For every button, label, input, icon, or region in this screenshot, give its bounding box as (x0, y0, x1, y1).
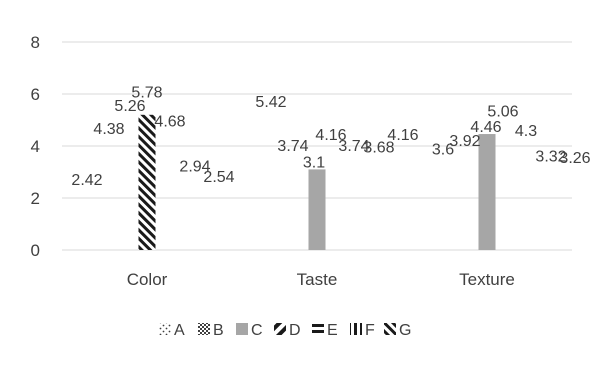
y-axis-ticks: 0 2 4 6 8 (31, 33, 40, 260)
data-label-g: 4.16 (387, 127, 418, 144)
legend-label-e: E (327, 322, 338, 339)
legend-swatch-c (236, 323, 248, 335)
data-label-f: 2.94 (179, 159, 210, 176)
legend-swatch-b (198, 323, 210, 335)
legend-label-a: A (174, 322, 185, 339)
x-category-label: Color (127, 270, 168, 289)
data-label-a: 2.42 (71, 172, 102, 189)
legend-label-d: D (289, 322, 301, 339)
data-label-e: 4.3 (515, 123, 537, 140)
y-tick-label: 4 (31, 137, 40, 156)
data-label-c: 5.26 (114, 98, 145, 115)
x-category-label: Taste (297, 270, 338, 289)
data-label-f: 3.32 (535, 149, 566, 166)
data-label-b: 4.38 (93, 121, 124, 138)
bars (138, 114, 496, 250)
data-label-f: 3.68 (363, 139, 394, 156)
legend-swatch-d (274, 323, 286, 335)
data-label-e: 4.68 (154, 113, 185, 130)
y-tick-label: 8 (31, 33, 40, 52)
legend-swatch-f (350, 323, 362, 335)
legend-label-b: B (213, 322, 224, 339)
x-category-label: Texture (459, 270, 515, 289)
y-tick-label: 2 (31, 189, 40, 208)
data-label-g: 3.26 (559, 150, 590, 167)
legend-label-g: G (399, 322, 411, 339)
bar-color-d (138, 114, 156, 250)
legend-swatch-g (384, 323, 396, 335)
bar-taste-c (308, 169, 326, 250)
data-labels: 2.42 5.42 3.6 4.38 3.74 3.92 5.26 3.1 4.46 5.78 4.… (71, 85, 590, 189)
y-tick-label: 6 (31, 85, 40, 104)
data-label-b: 3.92 (449, 133, 480, 150)
data-label-a: 5.42 (255, 94, 286, 111)
legend-swatch-a (159, 323, 171, 335)
data-label-d: 5.78 (131, 85, 162, 102)
data-label-d: 5.06 (487, 103, 518, 120)
legend: A B C D E F G (159, 322, 411, 339)
data-label-a: 3.6 (432, 141, 454, 158)
data-label-g: 2.54 (203, 169, 234, 186)
legend-label-c: C (251, 322, 263, 339)
data-label-e: 3.74 (338, 138, 369, 155)
x-axis-categories: Color Taste Texture (127, 270, 515, 289)
data-label-b: 3.74 (277, 138, 308, 155)
legend-swatch-e (312, 323, 324, 335)
y-tick-label: 0 (31, 241, 40, 260)
data-label-d: 4.16 (315, 127, 346, 144)
legend-label-f: F (365, 322, 375, 339)
data-label-c: 3.1 (303, 154, 325, 171)
bar-texture-c (478, 134, 496, 250)
data-label-c: 4.46 (470, 119, 501, 136)
